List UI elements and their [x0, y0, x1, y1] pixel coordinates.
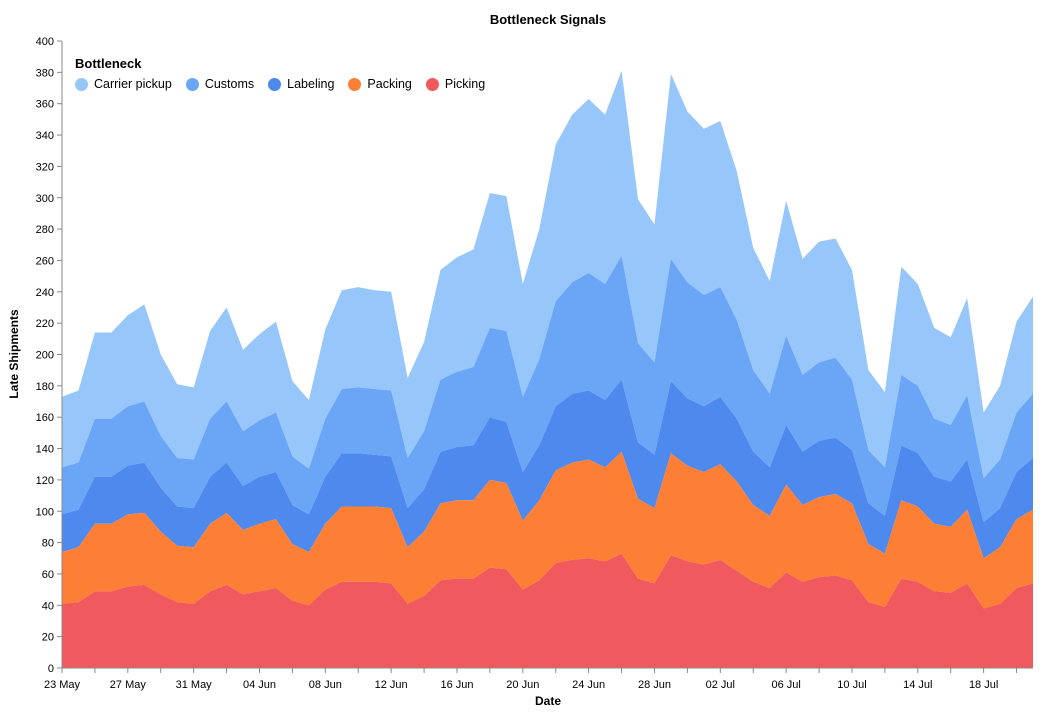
y-tick-label: 320 [36, 161, 54, 173]
y-tick-label: 120 [36, 475, 54, 487]
x-tick-label: 27 May [110, 679, 147, 691]
x-tick-label: 02 Jul [706, 679, 735, 691]
area-carrier-pickup [62, 70, 1033, 479]
y-tick-label: 380 [36, 67, 54, 79]
y-tick-label: 140 [36, 444, 54, 456]
y-tick-label: 60 [42, 569, 54, 581]
x-tick-label: 04 Jun [243, 679, 276, 691]
x-tick-label: 16 Jun [440, 679, 473, 691]
y-tick-label: 100 [36, 506, 54, 518]
legend-item-carrier-pickup: Carrier pickup [75, 77, 172, 91]
y-axis-label: Late Shipments [7, 309, 21, 399]
x-axis: 23 May 27 May 31 May 04 Jun 08 Jun 12 Jun 16 J… [44, 667, 1033, 691]
x-tick-label: 31 May [176, 679, 213, 691]
x-axis-label: Date [535, 694, 561, 708]
y-tick-label: 200 [36, 350, 54, 362]
x-tick-label: 14 Jul [903, 679, 932, 691]
x-tick-label: 28 Jun [638, 679, 671, 691]
x-tick-label: 08 Jun [309, 679, 342, 691]
legend-item-customs: Customs [185, 77, 255, 91]
y-tick-label: 300 [36, 193, 54, 205]
y-tick-label: 340 [36, 130, 54, 142]
y-tick-label: 260 [36, 255, 54, 267]
legend-swatch [75, 77, 88, 91]
legend-items: Carrier pickup Customs Labeling Packing Pick… [75, 77, 485, 91]
x-tick-label: 18 Jul [969, 679, 998, 691]
legend-item-packing: Packing [348, 77, 412, 91]
y-tick-label: 40 [42, 600, 54, 612]
legend-swatch [268, 77, 282, 91]
legend-label: Packing [367, 77, 412, 91]
area-picking [62, 553, 1033, 668]
chart-title: Bottleneck Signals [489, 12, 607, 27]
y-tick-label: 160 [36, 412, 54, 424]
y-tick-label: 0 [48, 663, 54, 675]
legend-item-picking: Picking [425, 77, 486, 91]
area-labeling [62, 379, 1033, 559]
legend: Bottleneck Carrier pickup Customs Labeling… [75, 56, 485, 91]
area-customs [62, 255, 1033, 523]
legend-item-labeling: Labeling [268, 77, 334, 91]
legend-swatch [425, 77, 439, 91]
x-tick-label: 24 Jun [572, 679, 605, 691]
x-tick-label: 06 Jul [771, 679, 800, 691]
area-packing [62, 451, 1033, 609]
x-tick-label: 20 Jun [506, 679, 539, 691]
legend-swatch [185, 77, 199, 91]
x-tick-label: 23 May [44, 679, 81, 691]
y-tick-label: 80 [42, 538, 54, 550]
areas-layer [62, 70, 1033, 668]
x-tick-label: 12 Jun [375, 679, 408, 691]
x-tick-label: 10 Jul [837, 679, 866, 691]
y-axis: 0 20 40 60 80 100 120 140 160 180 200 220 240 260 280 3… [36, 36, 63, 675]
y-tick-label: 20 [42, 632, 54, 644]
y-tick-label: 280 [36, 224, 54, 236]
legend-swatch [348, 77, 362, 91]
legend-title: Bottleneck [75, 56, 142, 71]
y-tick-label: 360 [36, 99, 54, 111]
y-tick-label: 400 [36, 36, 54, 48]
legend-label: Picking [444, 77, 486, 91]
legend-label: Carrier pickup [94, 77, 172, 91]
y-tick-label: 180 [36, 381, 54, 393]
legend-label: Customs [204, 77, 255, 91]
y-tick-label: 240 [36, 287, 54, 299]
y-tick-label: 220 [36, 318, 54, 330]
legend-label: Labeling [287, 77, 335, 91]
